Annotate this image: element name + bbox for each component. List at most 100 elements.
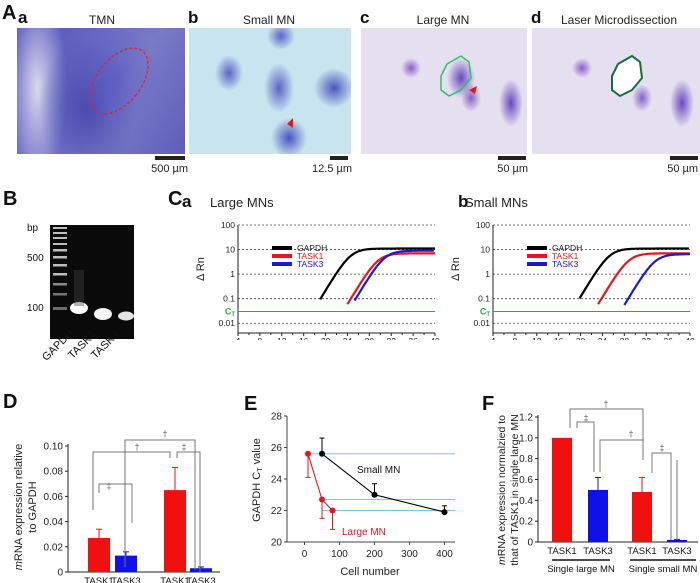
panel-letter-E: E [244, 393, 258, 415]
sig-bracket-large-task1-task3 [576, 421, 595, 472]
panel-letter-Aa: a [18, 8, 28, 27]
large-mn-outline [440, 55, 477, 97]
legend-swatch-task3 [272, 262, 292, 266]
x-tick-label: 4 [491, 336, 496, 340]
x-tick-label: 32 [386, 336, 396, 340]
legend-label-task3: TASK3 [552, 259, 579, 269]
y-tick-label: 0.8 [519, 454, 533, 465]
y-axis-label: Δ Rn [195, 257, 207, 281]
dissected-region [611, 54, 644, 98]
bar-task1 [632, 492, 652, 542]
panel-letter-A: A [2, 2, 17, 24]
x-category-label: TASK3 [186, 576, 215, 583]
gel-band-task3 [118, 311, 134, 321]
legend-swatch-task1 [527, 254, 547, 258]
x-tick-label: 24 [598, 336, 608, 340]
panel-letter-Ac: c [360, 8, 370, 27]
scale-bar-Ad [670, 156, 698, 160]
panel-letter-Cb: b [458, 192, 469, 211]
y-tick-label: 1 [485, 269, 490, 279]
x-tick-label: 8 [258, 336, 263, 340]
x-tick-label: 16 [554, 336, 564, 340]
chart-gapdh-ct-vs-cells: 20 22 24 26 28 0 100 200 300 400 Cell number GAPDH … [251, 412, 455, 578]
sig-mark: † [162, 429, 167, 439]
sig-bracket-task3-large-small [124, 439, 196, 570]
scale-bar-Ac [498, 156, 526, 160]
bar-task1 [88, 537, 110, 572]
y-tick-label: 22 [271, 506, 283, 517]
legend-label-task3: TASK3 [297, 259, 324, 269]
red-arrowhead-large-mn [469, 86, 477, 94]
panel-title-Aa: TMN [89, 13, 115, 27]
panel-title-Ab: Small MN [242, 13, 295, 27]
x-axis-label: Cell number [340, 566, 400, 578]
sig-bracket-task1-large-small [92, 451, 171, 510]
x-tick-label: 16 [299, 336, 309, 340]
bar-task3 [190, 568, 212, 572]
micrograph-laser-microdissection [532, 28, 700, 154]
x-category-label: TASK3 [662, 546, 691, 557]
curve-task1 [597, 252, 690, 305]
y-axis-label: mRNA expression normalzied to [496, 415, 508, 565]
x-category-label: TASK1 [84, 576, 113, 583]
panel-letter-C: C [168, 188, 183, 210]
legend-swatch-gapdh [527, 246, 547, 250]
bar-task1 [164, 490, 186, 572]
legend-swatch-task3 [527, 262, 547, 266]
y-tick-label: 100 [221, 220, 235, 230]
y-tick-label: 24 [271, 475, 283, 486]
micrograph-large-mn [361, 28, 527, 154]
x-tick-label: 12 [532, 336, 542, 340]
ct-label: CT [225, 307, 236, 319]
gel-image [50, 225, 134, 339]
data-point [305, 450, 311, 457]
bar-task3 [115, 555, 137, 572]
y-tick-label: 0.01 [218, 318, 235, 328]
scale-label-Ac: 50 µm [497, 163, 528, 175]
y-axis-label: GAPDH CT value [251, 438, 264, 522]
x-tick-label: 28 [365, 336, 375, 340]
curve-task3 [623, 253, 690, 306]
x-tick-label: 12 [277, 336, 287, 340]
y-tick-label: 20 [271, 538, 283, 549]
y-tick-label: 0.4 [519, 496, 533, 507]
y-tick-label: 0.04 [44, 517, 64, 528]
ct-label: CT [480, 307, 491, 319]
sig-mark: ‡ [583, 413, 588, 423]
legend-label-gapdh: GAPDH [297, 243, 327, 253]
sig-bracket-task3-large-small [599, 439, 644, 472]
sig-mark: ‡ [181, 442, 186, 452]
chart-mrna-normalized-task1: 0 0.2 0.4 0.6 0.8 1.0 1.2 TASK1 TASK3 TASK1 TASK3 m… [496, 399, 698, 575]
gel-ladder-label-500: 500 [27, 253, 44, 264]
x-tick-label: 400 [436, 549, 453, 560]
gel-ladder-label-100: 100 [27, 303, 44, 314]
bar-task3 [588, 489, 608, 542]
data-point [441, 509, 448, 516]
sig-mark: † [134, 442, 139, 452]
x-tick-label: 0 [302, 549, 308, 560]
x-tick-label: 28 [620, 336, 630, 340]
y-tick-label: 0.2 [519, 517, 533, 528]
curve-gapdh [319, 247, 435, 300]
group-label-single-small: Single small MN [629, 564, 698, 575]
y-tick-label: 26 [271, 443, 283, 454]
tmn-outline [89, 47, 149, 115]
panel-letter-Ab: b [188, 8, 199, 27]
x-category-label: TASK3 [583, 546, 612, 557]
y-axis-label: Δ Rn [450, 257, 462, 281]
series-label-small-mn: Small MN [357, 465, 400, 476]
x-category-label: TASK3 [111, 576, 140, 583]
red-arrowhead-small-mn [287, 118, 293, 128]
sig-mark: † [603, 399, 608, 409]
chart-title: Large MNs [210, 195, 274, 210]
x-tick-label: 24 [343, 336, 353, 340]
x-tick-label: 40 [430, 336, 440, 340]
sig-bracket-small-task1-task3 [176, 451, 201, 572]
curve-task1 [346, 252, 435, 305]
y-tick-label: 1.2 [519, 413, 533, 424]
legend-label-task1: TASK1 [552, 251, 579, 261]
x-tick-label: 32 [641, 336, 651, 340]
x-tick-label: 40 [685, 336, 695, 340]
bar-task3 [667, 539, 687, 542]
y-tick-label: 0.08 [44, 467, 64, 478]
